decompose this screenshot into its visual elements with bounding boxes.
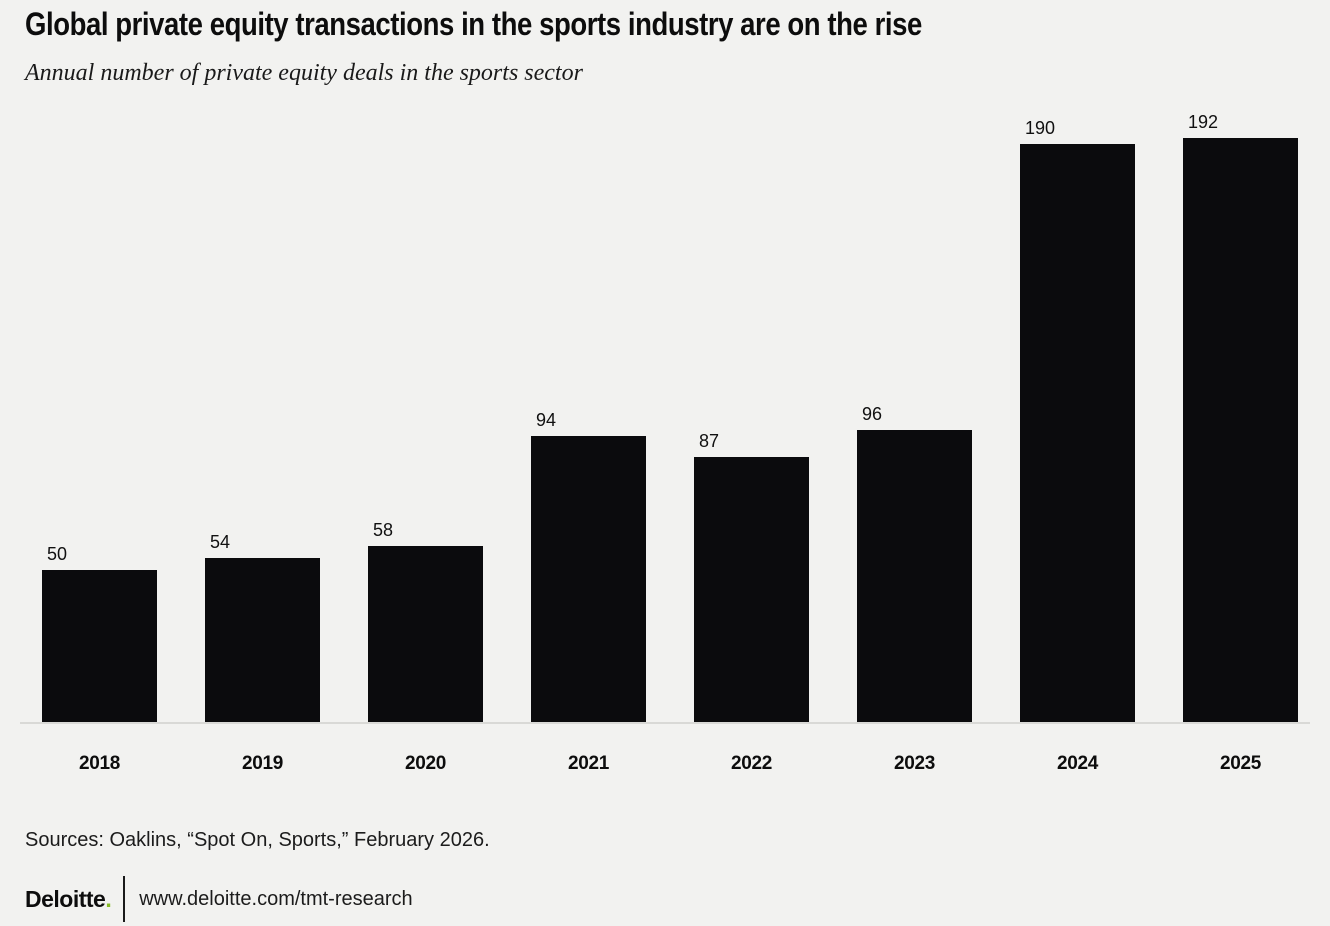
bar-value-label: 192 bbox=[1188, 112, 1219, 132]
footer-divider bbox=[123, 876, 126, 922]
bar-value-label: 87 bbox=[699, 431, 720, 451]
bar-value-label: 58 bbox=[373, 520, 394, 540]
bar-value-label: 94 bbox=[536, 410, 557, 430]
bar-value-label: 96 bbox=[862, 404, 883, 424]
bar bbox=[531, 436, 646, 722]
bar bbox=[368, 546, 483, 722]
footer-url: www.deloitte.com/tmt-research bbox=[139, 887, 413, 910]
deloitte-logo-green-dot: . bbox=[105, 885, 112, 912]
bar-chart: 50 54 58 94 87 96 190 192 bbox=[42, 105, 1298, 722]
bar-column: 96 bbox=[857, 405, 972, 722]
bar-column: 50 bbox=[42, 545, 157, 722]
x-axis-tick-label: 2024 bbox=[1056, 753, 1099, 774]
x-axis-line bbox=[20, 722, 1310, 724]
bar bbox=[205, 558, 320, 722]
x-axis-tick-label: 2019 bbox=[241, 753, 284, 774]
x-axis-tick-label: 2023 bbox=[893, 753, 936, 774]
x-axis-tick-label: 2025 bbox=[1219, 753, 1262, 774]
bar-column: 190 bbox=[1020, 119, 1135, 722]
bar-column: 94 bbox=[531, 411, 646, 722]
bar bbox=[694, 457, 809, 722]
chart-subtitle: Annual number of private equity deals in… bbox=[25, 60, 583, 86]
x-axis-tick-label: 2018 bbox=[78, 753, 121, 774]
bar-column: 54 bbox=[205, 533, 320, 722]
bar bbox=[1183, 138, 1298, 722]
bar-value-label: 190 bbox=[1025, 118, 1056, 138]
deloitte-logo-text: Deloitte bbox=[25, 885, 106, 912]
x-axis-labels: 2018 2019 2020 2021 2022 2023 2024 2025 bbox=[42, 753, 1298, 775]
bar-value-label: 54 bbox=[210, 532, 231, 552]
bar-column: 58 bbox=[368, 521, 483, 722]
chart-title: Global private equity transactions in th… bbox=[25, 6, 922, 42]
deloitte-logo: Deloitte. bbox=[25, 885, 112, 912]
x-axis-tick-label: 2021 bbox=[567, 753, 610, 774]
bar-value-label: 50 bbox=[47, 544, 68, 564]
x-axis-tick-label: 2022 bbox=[730, 753, 773, 774]
bar bbox=[1020, 144, 1135, 722]
x-axis-tick-label: 2020 bbox=[404, 753, 447, 774]
sources-note: Sources: Oaklins, “Spot On, Sports,” Feb… bbox=[25, 829, 490, 851]
bar bbox=[857, 430, 972, 722]
bar-column: 192 bbox=[1183, 113, 1298, 722]
bar bbox=[42, 570, 157, 722]
bar-column: 87 bbox=[694, 432, 809, 722]
footer-logo-row: Deloitte. www.deloitte.com/tmt-research bbox=[25, 874, 413, 924]
